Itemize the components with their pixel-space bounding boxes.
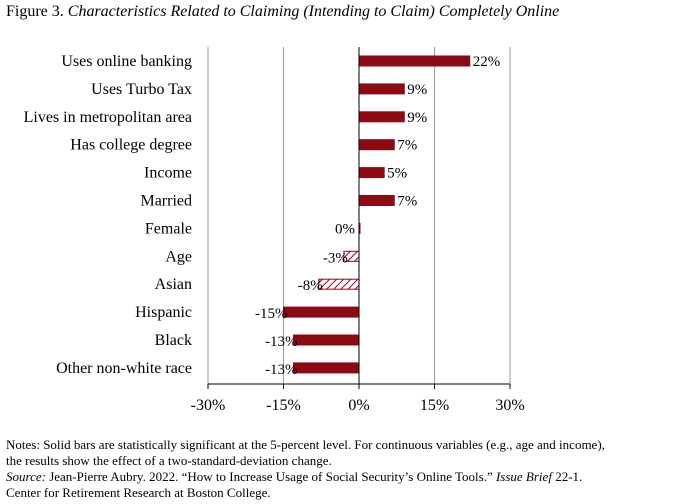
notes-line-4: Center for Retirement Research at Boston… xyxy=(6,485,271,500)
category-label: Other non-white race xyxy=(56,360,192,377)
value-label: -13% xyxy=(265,362,298,378)
value-label: 7% xyxy=(397,138,417,154)
value-label: 0% xyxy=(335,221,355,237)
notes-line-1: Notes: Solid bars are statistically sign… xyxy=(6,437,605,452)
source-tail: 22-1. xyxy=(551,469,583,484)
bar xyxy=(358,111,405,123)
category-label: Married xyxy=(140,193,192,210)
x-tick-label: 15% xyxy=(420,397,449,414)
value-label: 22% xyxy=(473,54,501,70)
bar xyxy=(293,362,360,374)
value-label: -15% xyxy=(255,306,288,322)
value-label: -13% xyxy=(265,334,298,350)
category-label: Uses online banking xyxy=(61,53,192,70)
value-label: 5% xyxy=(387,166,407,182)
x-tick-label: 30% xyxy=(495,397,524,414)
source-text: Jean-Pierre Aubry. 2022. “How to Increas… xyxy=(45,469,496,484)
bar xyxy=(358,83,405,95)
grid-lines xyxy=(207,47,511,384)
category-label: Lives in metropolitan area xyxy=(24,109,192,126)
category-label: Income xyxy=(144,165,192,182)
x-tick-label: -30% xyxy=(191,397,226,414)
figure-notes: Notes: Solid bars are statistically sign… xyxy=(6,437,696,501)
bars xyxy=(283,55,471,374)
bar xyxy=(318,278,360,290)
category-label: Asian xyxy=(155,276,192,293)
figure-title: Figure 3. Characteristics Related to Cla… xyxy=(6,3,559,21)
category-label: Black xyxy=(155,332,192,349)
x-axis: -30% -15% 0% 15% 30% xyxy=(191,47,525,414)
source-italic: Issue Brief xyxy=(495,469,552,484)
source-label: Source: xyxy=(6,469,46,484)
bar xyxy=(358,167,385,179)
bar xyxy=(283,306,360,318)
value-label: 7% xyxy=(397,194,417,210)
source-line: Source: Jean-Pierre Aubry. 2022. “How to… xyxy=(6,469,696,485)
value-labels: 22% 9% 9% 7% 5% 7% 0% -3%-8% -15% -13% -13% xyxy=(255,54,500,378)
notes-line-2: the results show the effect of a two-sta… xyxy=(6,453,332,468)
figure-label: Figure 3. xyxy=(6,3,64,20)
bar xyxy=(293,334,360,346)
category-label: Female xyxy=(145,220,192,237)
category-label: Has college degree xyxy=(70,137,192,154)
value-label: 9% xyxy=(407,82,427,98)
bar xyxy=(358,195,395,206)
bar xyxy=(358,139,395,151)
value-label: -8% xyxy=(298,278,323,294)
value-label: -3% xyxy=(323,250,348,266)
category-label: Uses Turbo Tax xyxy=(91,81,192,98)
bar-chart: Uses online banking Uses Turbo Tax Lives i… xyxy=(24,47,525,414)
value-label: 9% xyxy=(407,110,427,126)
figure-title-text: Characteristics Related to Claiming (Int… xyxy=(67,3,560,20)
bar xyxy=(358,55,471,67)
category-label: Hispanic xyxy=(135,304,192,321)
x-tick-label: -15% xyxy=(266,397,301,414)
category-label: Age xyxy=(165,248,192,265)
x-tick-label: 0% xyxy=(348,397,369,414)
category-labels: Uses online banking Uses Turbo Tax Lives i… xyxy=(24,53,192,377)
